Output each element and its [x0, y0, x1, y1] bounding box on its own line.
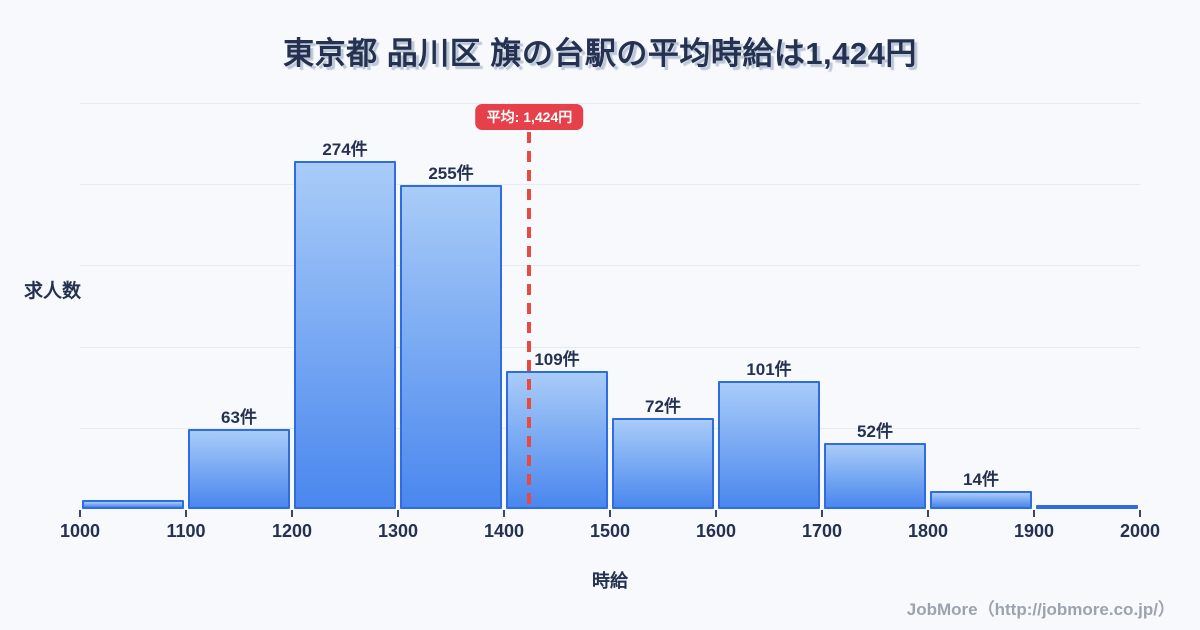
bar-value-label: 63件	[221, 408, 257, 428]
bar-value-label: 14件	[963, 470, 999, 490]
x-axis-tick	[1139, 510, 1141, 517]
histogram-bar	[399, 185, 502, 509]
bar-value-label: 109件	[534, 349, 580, 369]
histogram-bar	[293, 161, 396, 509]
y-axis-label: 求人数	[24, 281, 82, 302]
footer-credit: JobMore（http://jobmore.co.jp/）	[906, 600, 1175, 619]
bar-value-label: 255件	[428, 164, 474, 184]
x-axis-tick	[291, 510, 293, 517]
x-axis-tick	[609, 510, 611, 517]
histogram-bar	[505, 370, 608, 509]
x-axis-label: 時給	[592, 571, 628, 591]
x-axis-tick-label: 1100	[166, 521, 206, 541]
bar-value-label: 52件	[857, 422, 893, 442]
bar-value-label: 72件	[645, 396, 681, 416]
gridline	[80, 346, 1140, 348]
histogram-bar	[1035, 505, 1138, 510]
histogram-bar	[717, 380, 820, 509]
histogram-bar	[611, 417, 714, 509]
chart-title: 東京都 品川区 旗の台駅の平均時給は1,424円	[283, 36, 917, 71]
histogram-bar	[823, 443, 926, 509]
histogram-bar	[81, 500, 184, 509]
mean-line	[527, 132, 532, 509]
bar-value-label: 274件	[322, 140, 368, 160]
x-axis-tick-label: 1900	[1013, 521, 1055, 541]
x-axis-tick-label: 1700	[801, 521, 843, 541]
x-axis-tick-label: 1000	[59, 521, 101, 541]
x-axis-tick	[79, 510, 81, 517]
gridline	[80, 427, 1140, 429]
x-axis-tick-label: 1400	[483, 521, 525, 541]
histogram-bar	[187, 429, 290, 509]
x-axis-tick-label: 1500	[589, 521, 631, 541]
bar-value-label: 101件	[746, 359, 792, 379]
histogram-bar	[929, 491, 1032, 509]
gridline	[80, 184, 1140, 186]
x-axis-tick-label: 1600	[695, 521, 737, 541]
x-axis-tick	[503, 510, 505, 517]
x-axis-tick-label: 1300	[377, 521, 419, 541]
x-axis-tick	[397, 510, 399, 517]
x-axis-tick-label: 2000	[1119, 521, 1161, 541]
x-axis-tick	[715, 510, 717, 517]
x-axis-tick-label: 1800	[907, 521, 949, 541]
x-axis-tick	[1033, 510, 1035, 517]
mean-badge: 平均: 1,424円	[475, 104, 584, 130]
x-axis-tick-label: 1200	[271, 521, 313, 541]
x-axis-tick	[821, 510, 823, 517]
x-axis-tick	[185, 510, 187, 517]
gridline	[80, 103, 1140, 104]
gridline	[80, 265, 1140, 267]
x-axis-tick	[927, 510, 929, 517]
